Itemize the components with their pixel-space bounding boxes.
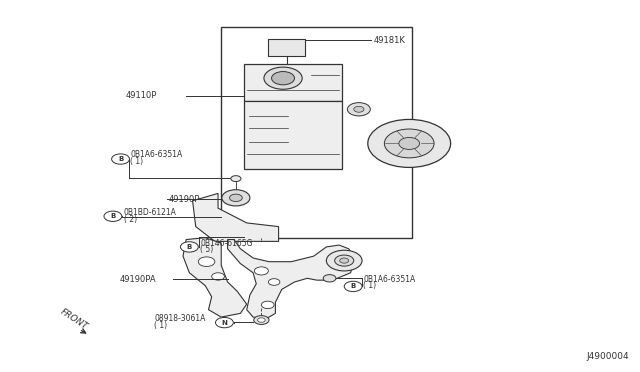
Circle shape	[335, 255, 354, 266]
Text: FRONT: FRONT	[59, 308, 90, 332]
Bar	[244, 101, 342, 169]
Circle shape	[348, 103, 371, 116]
Circle shape	[257, 318, 265, 322]
Circle shape	[323, 275, 336, 282]
Polygon shape	[183, 238, 246, 317]
Text: B: B	[110, 213, 116, 219]
Text: 0B1A6-6351A: 0B1A6-6351A	[130, 150, 182, 160]
Text: 0B1A6-6351A: 0B1A6-6351A	[364, 275, 415, 284]
Circle shape	[354, 106, 364, 112]
Text: 49190PA: 49190PA	[119, 275, 156, 284]
Circle shape	[111, 154, 129, 164]
Text: 49190P: 49190P	[168, 195, 200, 204]
Text: ( 1): ( 1)	[154, 321, 168, 330]
Text: ( 2): ( 2)	[124, 215, 137, 224]
Text: J4900004: J4900004	[586, 352, 629, 361]
Circle shape	[264, 67, 302, 89]
Circle shape	[344, 281, 362, 292]
Text: 49181K: 49181K	[374, 36, 405, 45]
Text: 49110P: 49110P	[125, 91, 157, 100]
Text: ( 5): ( 5)	[200, 245, 214, 254]
Circle shape	[222, 190, 250, 206]
Text: 0B1BD-6121A: 0B1BD-6121A	[124, 208, 177, 217]
Polygon shape	[193, 193, 278, 241]
Text: ( 1): ( 1)	[364, 282, 376, 291]
Circle shape	[212, 273, 225, 280]
Text: B: B	[351, 283, 356, 289]
Circle shape	[254, 267, 268, 275]
Circle shape	[180, 242, 198, 252]
Bar	[268, 39, 305, 57]
Text: 0B146-6165G: 0B146-6165G	[200, 239, 253, 248]
Bar	[244, 64, 342, 101]
Bar	[221, 27, 412, 238]
Circle shape	[385, 129, 434, 158]
Text: ( 1): ( 1)	[130, 157, 143, 166]
Polygon shape	[228, 240, 355, 319]
Circle shape	[399, 137, 420, 150]
Circle shape	[216, 317, 234, 328]
Text: 08918-3061A: 08918-3061A	[154, 314, 205, 323]
Text: B: B	[118, 156, 123, 162]
Circle shape	[230, 194, 243, 202]
Circle shape	[261, 301, 274, 309]
Circle shape	[326, 250, 362, 271]
Circle shape	[253, 315, 269, 324]
Circle shape	[268, 279, 280, 285]
Circle shape	[271, 71, 294, 85]
Circle shape	[340, 258, 349, 263]
Circle shape	[198, 257, 215, 266]
Text: N: N	[221, 320, 227, 326]
Circle shape	[231, 176, 241, 182]
Circle shape	[104, 211, 122, 221]
Text: B: B	[187, 244, 192, 250]
Circle shape	[368, 119, 451, 167]
